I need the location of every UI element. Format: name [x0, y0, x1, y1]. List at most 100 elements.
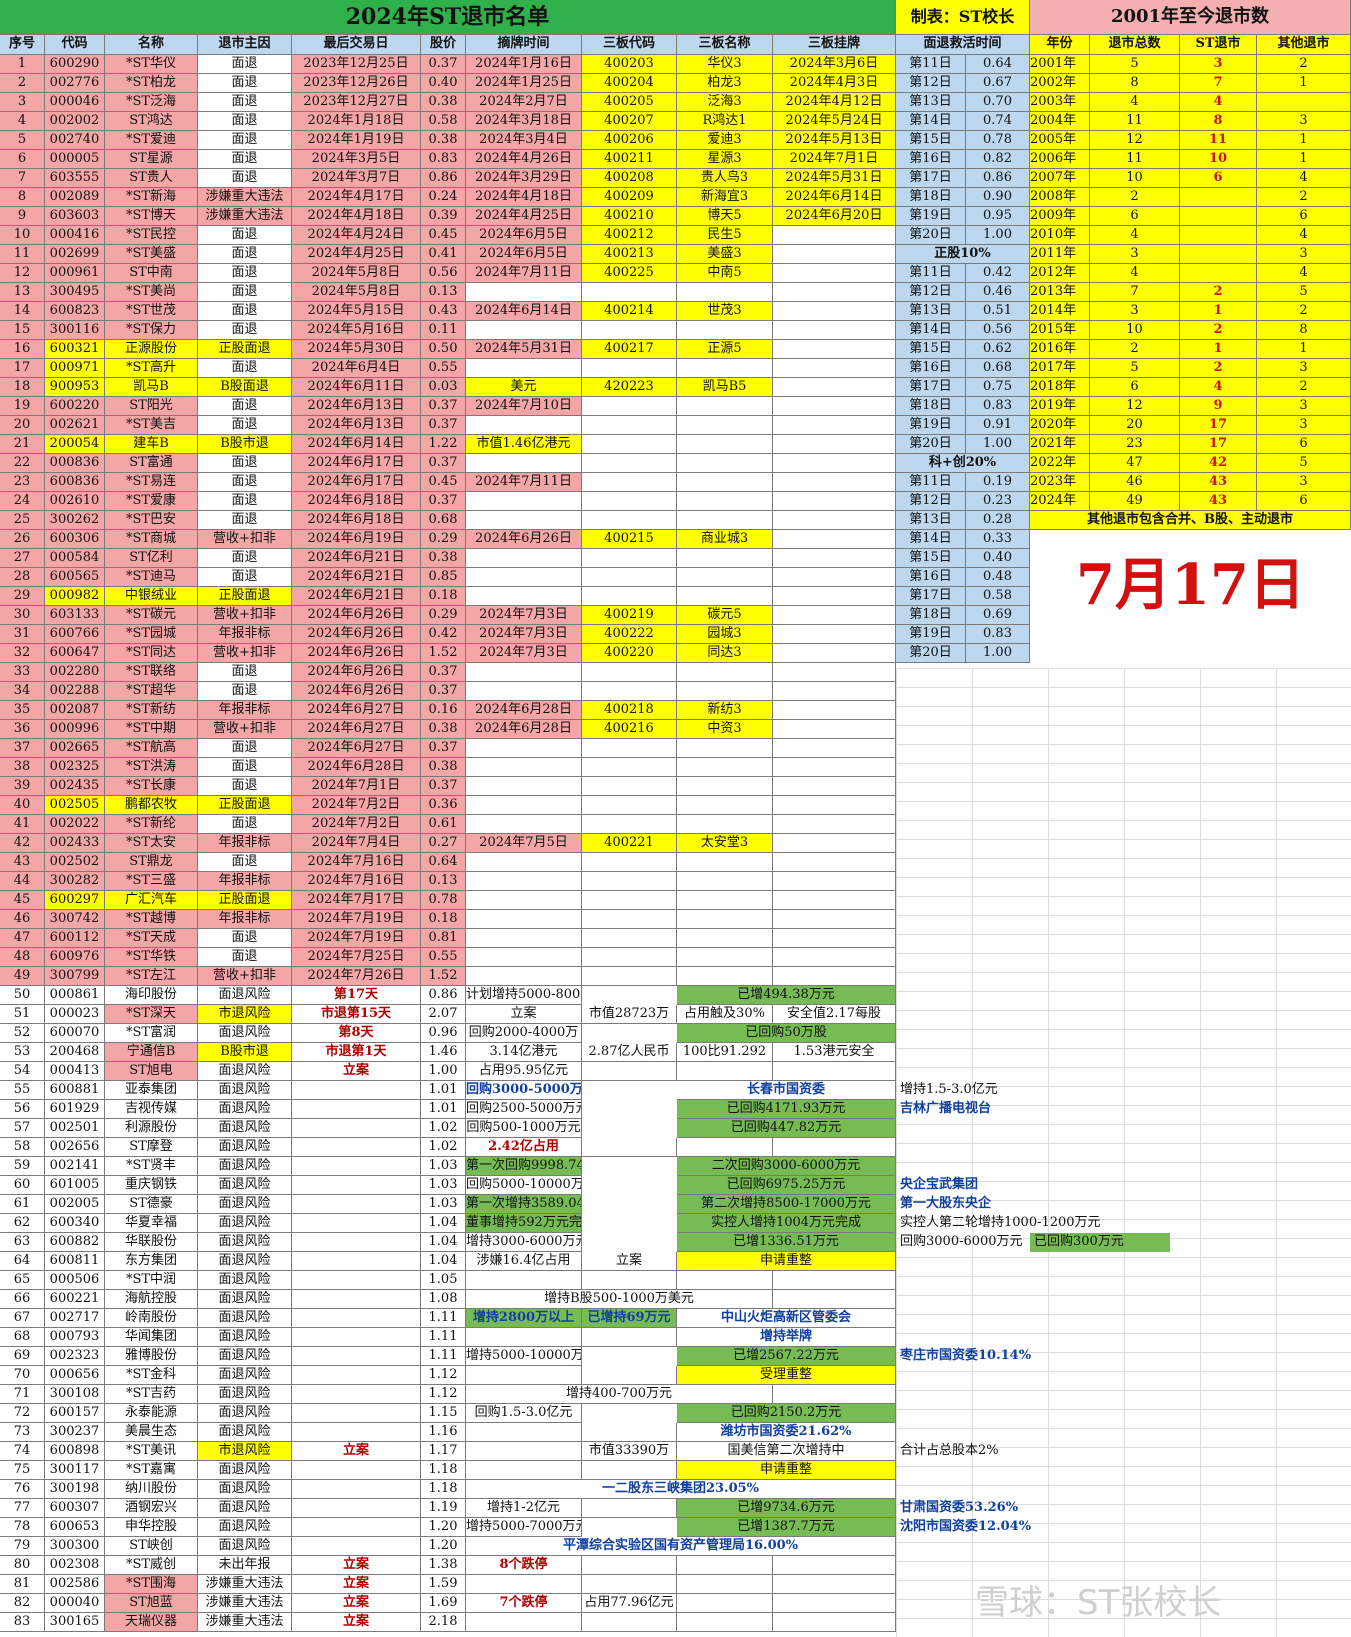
table-cell: 面退	[198, 245, 292, 264]
table-cell: *ST新海	[105, 188, 198, 207]
table-cell: 5	[0, 131, 45, 150]
table-cell: 603133	[45, 606, 105, 625]
table-cell: 25	[0, 511, 45, 530]
table-cell: 1.52	[421, 644, 466, 663]
table-cell: 面退	[198, 93, 292, 112]
table-cell	[773, 777, 896, 796]
stats-cell: 17	[1180, 435, 1257, 454]
table-cell: 面退风险	[198, 1366, 292, 1385]
table-cell: 2024年6月5日	[466, 226, 582, 245]
stats-cell: 4	[1090, 226, 1180, 245]
table-cell: 2024年5月8日	[292, 283, 421, 302]
table-cell: ST鼎龙	[105, 853, 198, 872]
table-cell: 52	[0, 1024, 45, 1043]
stats-cell: 2020年	[1030, 416, 1090, 435]
table-cell: 中资3	[677, 720, 773, 739]
table-cell: 0.56	[421, 264, 466, 283]
table-cell: 2.18	[421, 1613, 466, 1632]
rescue-day: 第12日	[896, 492, 966, 511]
rescue-day: 第12日	[896, 74, 966, 93]
table-cell: ST贵人	[105, 169, 198, 188]
table-cell: 面退风险	[198, 1081, 292, 1100]
side-note: 实控人第二轮增持1000-1200万元	[900, 1215, 1101, 1230]
table-cell	[677, 1138, 773, 1157]
table-cell: 2024年6月27日	[292, 720, 421, 739]
rescue-price: 0.90	[966, 188, 1030, 207]
table-cell: 0.37	[421, 55, 466, 74]
table-cell: 0.38	[421, 758, 466, 777]
table-cell	[582, 1366, 677, 1385]
table-cell: 38	[0, 758, 45, 777]
table-cell	[677, 872, 773, 891]
table-cell: 太安堂3	[677, 834, 773, 853]
stats-cell: 2005年	[1030, 131, 1090, 150]
table-cell: 2024年5月30日	[292, 340, 421, 359]
table-cell: 0.38	[421, 131, 466, 150]
table-cell: 2024年7月19日	[292, 910, 421, 929]
table-cell	[773, 1556, 896, 1575]
table-cell	[677, 473, 773, 492]
table-cell: *ST中期	[105, 720, 198, 739]
table-cell	[466, 929, 582, 948]
table-cell	[677, 1062, 773, 1081]
table-cell: *ST深天	[105, 1005, 198, 1024]
rescue-price: 0.19	[966, 473, 1030, 492]
stats-cell: 12	[1090, 131, 1180, 150]
table-cell: 1.02	[421, 1119, 466, 1138]
table-cell: 涉嫌重大违法	[198, 188, 292, 207]
table-cell: 1.04	[421, 1214, 466, 1233]
table-cell: 79	[0, 1537, 45, 1556]
table-cell: 2024年6月19日	[292, 530, 421, 549]
table-cell: 纳川股份	[105, 1480, 198, 1499]
table-cell: *ST美吉	[105, 416, 198, 435]
table-cell: 回购2500-5000万元	[466, 1100, 582, 1119]
table-cell	[773, 948, 896, 967]
table-cell: 400206	[582, 131, 677, 150]
table-cell	[582, 416, 677, 435]
table-cell: 2024年4月25日	[466, 207, 582, 226]
table-cell	[466, 853, 582, 872]
table-cell: *ST迪马	[105, 568, 198, 587]
table-cell	[677, 1594, 773, 1613]
table-cell: ST旭电	[105, 1062, 198, 1081]
table-cell: 20	[0, 416, 45, 435]
table-cell: 30	[0, 606, 45, 625]
table-cell: *ST新纺	[105, 701, 198, 720]
table-cell: 002610	[45, 492, 105, 511]
table-cell: 已回购6975.25万元	[677, 1176, 896, 1195]
table-cell: 2024年5月16日	[292, 321, 421, 340]
rescue-group: 正股10%	[896, 245, 1030, 264]
table-cell: 回购2000-4000万	[466, 1024, 582, 1043]
table-cell	[466, 739, 582, 758]
table-cell: 0.78	[421, 891, 466, 910]
table-cell: 400212	[582, 226, 677, 245]
rescue-price: 0.70	[966, 93, 1030, 112]
table-cell	[582, 1556, 677, 1575]
table-cell: 2024年5月31日	[773, 169, 896, 188]
stats-cell: 5	[1257, 454, 1351, 473]
table-cell: 16	[0, 340, 45, 359]
table-cell: 300116	[45, 321, 105, 340]
table-cell: 2024年4月18日	[292, 207, 421, 226]
table-cell: 300117	[45, 1461, 105, 1480]
table-cell: 83	[0, 1613, 45, 1632]
rescue-price: 1.00	[966, 644, 1030, 663]
stats-cell: 2003年	[1030, 93, 1090, 112]
table-cell: 600881	[45, 1081, 105, 1100]
table-cell: 中南5	[677, 264, 773, 283]
table-cell: 2	[0, 74, 45, 93]
table-cell: 2024年6月4日	[292, 359, 421, 378]
stats-cell: 2	[1180, 359, 1257, 378]
stats-cell: 8	[1090, 74, 1180, 93]
table-cell	[677, 1613, 773, 1632]
table-cell: *ST金科	[105, 1366, 198, 1385]
table-cell	[677, 1271, 773, 1290]
table-cell: *ST联络	[105, 663, 198, 682]
column-header: 股价	[421, 35, 466, 55]
table-cell	[466, 663, 582, 682]
table-cell: 002776	[45, 74, 105, 93]
table-cell: 涉嫌重大违法	[198, 207, 292, 226]
table-cell: 81	[0, 1575, 45, 1594]
table-cell	[292, 1518, 421, 1537]
table-cell: 面退风险	[198, 1214, 292, 1233]
